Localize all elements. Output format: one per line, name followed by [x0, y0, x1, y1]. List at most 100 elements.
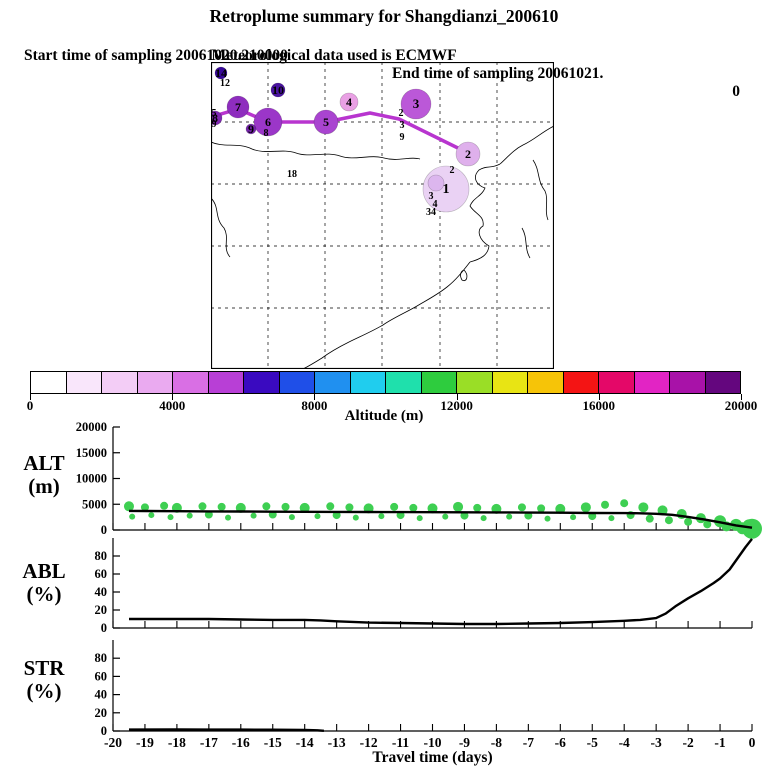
svg-text:80: 80: [95, 651, 108, 665]
svg-text:3: 3: [429, 191, 434, 202]
abl-axis-label: ABL (%): [6, 560, 82, 606]
met-data-line: Meteorological data used is ECMWF: [211, 47, 457, 64]
start-time-text: Start time of sampling 20061020.210000: [24, 47, 288, 64]
alt-axis-label: ALT (m): [6, 452, 82, 498]
colorbar-segment: [457, 372, 493, 393]
colorbar-segment: [315, 372, 351, 393]
colorbar-tick-label: 20000: [724, 398, 758, 413]
svg-text:-16: -16: [232, 735, 250, 750]
colorbar-segment: [634, 372, 670, 393]
svg-text:7: 7: [235, 100, 241, 114]
svg-text:5: 5: [212, 108, 217, 119]
svg-text:10000: 10000: [76, 472, 107, 486]
colorbar-segment: [208, 372, 244, 393]
svg-text:-2: -2: [682, 735, 693, 750]
svg-text:-5: -5: [587, 735, 598, 750]
svg-text:20: 20: [95, 706, 108, 720]
svg-text:-3: -3: [651, 735, 662, 750]
str-line: [128, 728, 324, 732]
svg-text:34: 34: [426, 207, 436, 218]
end-hour-text: 0: [732, 83, 740, 100]
colorbar-tick-mark: [598, 394, 600, 400]
svg-text:4: 4: [433, 199, 438, 210]
colorbar-tick-label: 16000: [582, 398, 616, 413]
svg-text:1: 1: [443, 182, 450, 197]
alt-axis-label-line1: ALT: [23, 451, 65, 475]
svg-text:-14: -14: [296, 735, 314, 750]
colorbar-segment: [137, 372, 173, 393]
x-axis-title: Travel time (days): [372, 749, 493, 766]
colorbar-segment: [386, 372, 422, 393]
colorbar-segment: [670, 372, 706, 393]
svg-text:-8: -8: [491, 735, 502, 750]
svg-text:5: 5: [323, 115, 329, 129]
colorbar-tick-label: 0: [26, 398, 34, 413]
colorbar-tick-label: 8000: [301, 398, 328, 413]
svg-text:15000: 15000: [76, 446, 107, 460]
svg-text:-10: -10: [424, 735, 442, 750]
svg-text:-11: -11: [392, 735, 410, 750]
svg-text:6: 6: [265, 115, 271, 129]
map-border: [211, 62, 554, 369]
svg-text:8: 8: [264, 128, 269, 139]
svg-text:3: 3: [413, 96, 420, 111]
end-time-text: End time of sampling 20061021.: [392, 65, 604, 82]
str-axis-label-line2: (%): [26, 679, 62, 703]
svg-text:5000: 5000: [82, 497, 107, 511]
x-tick-labels: -20 -19 -18 -17 -16 -15 -14 -13 -12 -11 -10 -9 -8 -7-…: [104, 735, 756, 750]
colorbar-segment: [279, 372, 315, 393]
timeseries-chart: 0 5000 10000 15000 20000 0 20 40 60 80 0 20 40 60 80 -2…: [76, 420, 762, 750]
sampling-times-line: Start time of sampling 20061020.210000 E…: [0, 29, 768, 100]
svg-text:-9: -9: [459, 735, 470, 750]
svg-text:-20: -20: [104, 735, 122, 750]
svg-text:0: 0: [101, 724, 107, 738]
svg-text:14: 14: [215, 66, 227, 80]
svg-text:-13: -13: [328, 735, 346, 750]
str-axis-label: STR (%): [6, 657, 82, 703]
alt-axis-label-line2: (m): [28, 474, 60, 498]
svg-text:-17: -17: [200, 735, 218, 750]
colorbar-segment: [705, 372, 740, 393]
svg-text:-4: -4: [619, 735, 630, 750]
svg-text:0: 0: [101, 523, 107, 537]
map-gridlines: [211, 62, 554, 369]
colorbar-segment: [350, 372, 386, 393]
svg-text:0: 0: [749, 735, 756, 750]
str-panel: 0 20 40 60 80: [95, 640, 753, 738]
svg-text:60: 60: [95, 669, 108, 683]
colorbar-segment: [528, 372, 564, 393]
altitude-colorbar: [30, 371, 741, 394]
svg-text:80: 80: [95, 549, 108, 563]
svg-text:9: 9: [212, 119, 217, 130]
colorbar-tick-mark: [30, 394, 31, 400]
svg-text:2: 2: [465, 147, 471, 161]
page-title: Retroplume summary for Shangdianzi_20061…: [209, 6, 559, 26]
svg-text:10: 10: [272, 83, 284, 97]
svg-text:2: 2: [450, 165, 455, 176]
abl-panel: 0 20 40 60 80: [95, 538, 753, 635]
svg-text:3: 3: [400, 120, 405, 131]
abl-axis-label-line2: (%): [26, 582, 62, 606]
alt-panel: 0 5000 10000 15000 20000: [76, 420, 762, 539]
svg-text:12: 12: [220, 78, 230, 89]
str-axis-label-line1: STR: [23, 656, 65, 680]
abl-line: [129, 538, 753, 626]
colorbar-tick-mark: [741, 394, 742, 400]
svg-text:9: 9: [248, 122, 254, 136]
colorbar-tick-mark: [456, 394, 458, 400]
colorbar-segment: [31, 372, 67, 393]
colorbar-tick-label: 4000: [159, 398, 186, 413]
svg-text:-1: -1: [714, 735, 725, 750]
svg-text:8: 8: [212, 111, 218, 125]
colorbar-segment: [173, 372, 209, 393]
colorbar-segment: [563, 372, 599, 393]
colorbar-segment: [66, 372, 102, 393]
colorbar-label: Altitude (m): [344, 408, 424, 424]
svg-text:0: 0: [101, 621, 107, 635]
colorbar-segment: [421, 372, 457, 393]
svg-text:-6: -6: [555, 735, 566, 750]
colorbar-tick-mark: [314, 394, 316, 400]
svg-text:-18: -18: [168, 735, 186, 750]
